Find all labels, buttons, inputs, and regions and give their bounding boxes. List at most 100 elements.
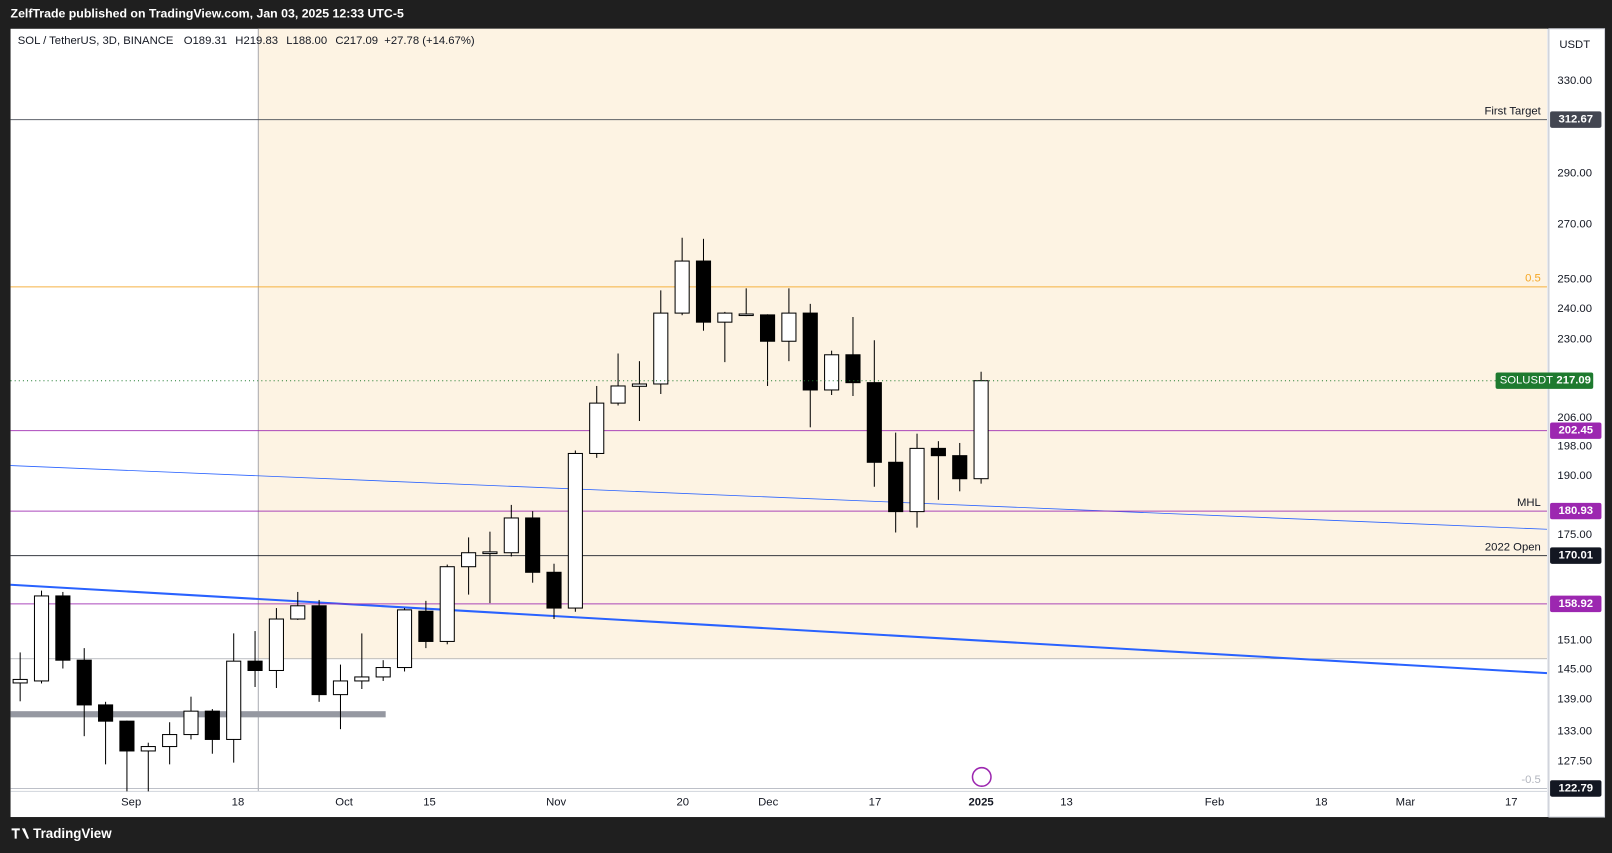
candle-body [12, 678, 28, 684]
y-tick-label: 175.00 [1557, 529, 1592, 541]
trend-line [10, 465, 1547, 530]
x-tick-label: Sep [121, 797, 141, 809]
candle-body [888, 461, 904, 513]
last-price-name: SOLUSDT [1500, 375, 1553, 387]
price-tag-value: 312.67 [1558, 114, 1593, 126]
candle-body [354, 676, 370, 682]
candle-body [461, 552, 477, 568]
ohlc-value: 189.31 [193, 35, 228, 47]
candle-body [226, 660, 242, 740]
candle-body [290, 605, 306, 620]
candle-body [482, 551, 498, 555]
ohlc-key: C [335, 35, 343, 47]
candle-body [98, 704, 114, 722]
level-label: 0.5 [1525, 273, 1541, 285]
candle-body [610, 385, 626, 404]
x-tick-label: Mar [1396, 797, 1416, 809]
x-tick-label: 2025 [969, 797, 994, 809]
ohlc-key: O [184, 35, 193, 47]
last-price-tag [1495, 372, 1594, 389]
y-tick-label: 290.00 [1557, 167, 1592, 179]
x-tick-label: Oct [335, 797, 353, 809]
price-tag-value: 158.92 [1558, 598, 1593, 610]
candle-body [546, 571, 562, 609]
x-tick-label: 13 [1060, 797, 1073, 809]
candle-body [247, 660, 263, 672]
legend: SOL / TetherUS, 3D, BINANCE O189.31 H219.8… [18, 35, 475, 47]
candle-body [717, 312, 733, 323]
y-tick-label: 250.00 [1557, 274, 1592, 286]
price-tag [1550, 422, 1602, 439]
level-label: MHL [1517, 497, 1541, 509]
candle-body [653, 312, 669, 385]
change: +27.78 (+14.67%) [384, 35, 475, 47]
ohlc-key: H [235, 35, 243, 47]
x-tick-label: Feb [1205, 797, 1224, 809]
shaded-zone [258, 28, 1547, 659]
candle-body [866, 382, 882, 463]
candle-body [845, 354, 861, 384]
candle-body [418, 610, 434, 642]
level-label: 2022 Open [1485, 541, 1541, 553]
candle-body [589, 402, 605, 454]
trend-line [10, 583, 1548, 675]
candle-body [503, 517, 519, 554]
y-tick-label: 270.00 [1557, 219, 1592, 231]
candle-body [824, 354, 840, 391]
y-tick-label: 145.00 [1557, 663, 1592, 675]
x-tick-label: Nov [546, 797, 566, 809]
candle-body [119, 720, 135, 752]
candle-body [525, 517, 541, 573]
candle-body [802, 312, 818, 391]
x-tick-label: 18 [232, 797, 245, 809]
y-tick-label: 139.00 [1557, 694, 1592, 706]
price-tag-value: 122.79 [1558, 782, 1593, 794]
candle-body [909, 447, 925, 513]
y-tick-label: 127.50 [1557, 756, 1592, 768]
x-tick-label: Dec [758, 797, 778, 809]
candle-body [140, 746, 156, 752]
x-tick-label: 17 [869, 797, 882, 809]
candle-body [631, 383, 647, 387]
x-tick-label: 18 [1315, 797, 1328, 809]
price-tag [1550, 595, 1602, 613]
y-tick-label: 198.00 [1557, 441, 1592, 453]
candle-body [930, 447, 946, 457]
candle-body [396, 609, 413, 669]
candle-body [375, 667, 391, 678]
candle-body [781, 312, 797, 342]
candle-body [268, 618, 284, 672]
candle-body [439, 566, 455, 642]
candle-body [674, 260, 690, 314]
candle-body [204, 710, 220, 740]
publisher: ZelfTrade published on TradingView.com, … [11, 7, 404, 21]
y-tick-label: 151.00 [1557, 634, 1592, 646]
event-icon[interactable] [971, 766, 992, 787]
logo [11, 828, 30, 839]
candle-body [695, 260, 712, 323]
ohlc-value: 219.83 [243, 35, 278, 47]
candle-body [55, 595, 71, 661]
price-tag-value: 170.01 [1558, 550, 1593, 562]
candle-body [311, 605, 327, 696]
candle-body [332, 680, 349, 696]
candle-body [738, 313, 754, 317]
y-tick-label: 206.00 [1557, 412, 1592, 424]
price-tag [1550, 111, 1602, 128]
y-tick-label: 330.00 [1557, 75, 1592, 87]
price-tag-value: 202.45 [1558, 425, 1593, 437]
level-label: -0.5 [1521, 774, 1540, 786]
candle-body [162, 734, 178, 748]
x-tick-label: 20 [676, 797, 689, 809]
last-price-value: 217.09 [1556, 375, 1591, 387]
ohlc-key: L [286, 35, 292, 47]
brand: TradingView [33, 826, 112, 841]
currency[interactable]: USDT [1559, 39, 1590, 51]
symbol: SOL / TetherUS, 3D, BINANCE [18, 35, 174, 47]
y-tick-label: 190.00 [1557, 470, 1592, 482]
y-tick-label: 230.00 [1557, 333, 1592, 345]
price-tag [1550, 780, 1602, 797]
candle-body [76, 659, 92, 706]
